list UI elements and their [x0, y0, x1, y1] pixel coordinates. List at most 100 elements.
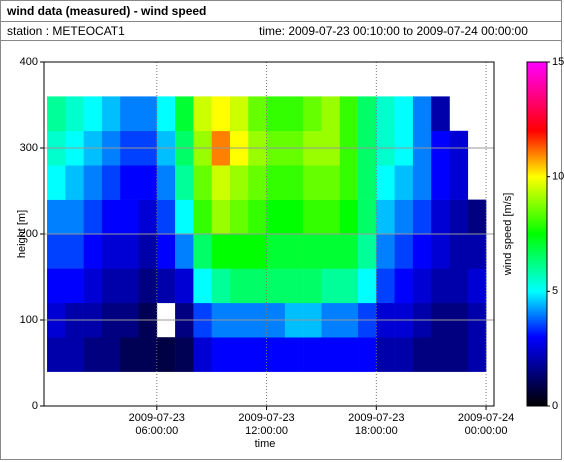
cell — [47, 337, 66, 372]
y-tick-label: 200 — [20, 228, 38, 240]
cell — [156, 234, 176, 269]
x-tick-label: 2009-07-23 06:00:00 — [128, 412, 185, 437]
cell — [83, 96, 103, 132]
cell — [394, 234, 414, 269]
cell — [47, 165, 66, 200]
frame — [0, 40, 562, 460]
cell — [229, 96, 249, 132]
cell — [321, 337, 341, 372]
colorbar-label: wind speed [m/s] — [502, 193, 514, 277]
cell — [358, 199, 377, 235]
cell — [449, 234, 469, 269]
cell — [266, 337, 286, 372]
cell — [156, 165, 176, 200]
cell — [193, 337, 212, 372]
cell — [211, 165, 231, 200]
cell — [229, 268, 249, 304]
cell — [65, 268, 84, 304]
cell — [47, 234, 66, 269]
cell — [101, 234, 121, 269]
cell — [120, 96, 139, 132]
cell — [101, 337, 121, 372]
cell — [138, 96, 158, 132]
cell — [175, 96, 194, 132]
cell — [431, 234, 450, 269]
cell — [193, 199, 212, 235]
cell — [156, 96, 176, 132]
cell — [211, 199, 231, 235]
cell — [83, 234, 103, 269]
cell — [248, 199, 267, 235]
cell — [229, 234, 249, 269]
cell — [284, 268, 304, 304]
cell — [303, 96, 322, 132]
cell — [394, 165, 414, 200]
cell — [120, 337, 139, 372]
cell — [65, 165, 84, 200]
cell — [83, 165, 103, 200]
cell — [431, 199, 450, 235]
cell — [193, 268, 212, 304]
cell — [229, 165, 249, 200]
cell — [120, 199, 139, 235]
cell — [156, 337, 176, 372]
cell — [467, 268, 487, 304]
cell — [83, 337, 103, 372]
cell — [412, 165, 432, 200]
cell — [193, 165, 212, 200]
cell — [394, 337, 414, 372]
cell — [412, 234, 432, 269]
cell — [266, 165, 286, 200]
cell — [83, 268, 103, 304]
cell — [431, 165, 450, 200]
cell — [65, 234, 84, 269]
cell — [138, 234, 158, 269]
cell — [284, 337, 304, 372]
cell — [339, 337, 359, 372]
cell — [65, 199, 84, 235]
colorbar — [526, 61, 548, 407]
cell — [101, 268, 121, 304]
cell — [449, 165, 469, 200]
cell — [138, 165, 158, 200]
cell — [339, 268, 359, 304]
x-tick-label: 2009-07-23 18:00:00 — [348, 412, 405, 437]
cell — [175, 234, 194, 269]
cell — [431, 337, 450, 372]
cell — [229, 199, 249, 235]
cell — [321, 234, 341, 269]
cell — [467, 234, 487, 269]
cell — [358, 234, 377, 269]
colorbar-tick-label: 5 — [552, 285, 558, 297]
cell — [339, 234, 359, 269]
cell — [266, 199, 286, 235]
cell — [431, 96, 450, 132]
colorbar-tick-label: 15 — [552, 56, 564, 68]
cell — [193, 234, 212, 269]
cell — [120, 268, 139, 304]
cell — [266, 268, 286, 304]
time-range: time: 2009-07-23 00:10:00 to 2009-07-24 … — [259, 24, 528, 38]
cell — [449, 268, 469, 304]
cell — [211, 268, 231, 304]
cell — [321, 165, 341, 200]
cell — [358, 268, 377, 304]
cell — [284, 165, 304, 200]
cell — [339, 96, 359, 132]
cell — [467, 337, 487, 372]
cell — [101, 96, 121, 132]
cell — [229, 337, 249, 372]
cell — [303, 199, 322, 235]
cell — [211, 337, 231, 372]
cell — [101, 199, 121, 235]
cell — [284, 234, 304, 269]
cell — [394, 268, 414, 304]
cell — [339, 165, 359, 200]
cell — [376, 199, 395, 235]
cell — [138, 199, 158, 235]
y-tick-label: 400 — [20, 56, 38, 68]
cell — [412, 96, 432, 132]
cell — [321, 199, 341, 235]
cell — [376, 96, 395, 132]
